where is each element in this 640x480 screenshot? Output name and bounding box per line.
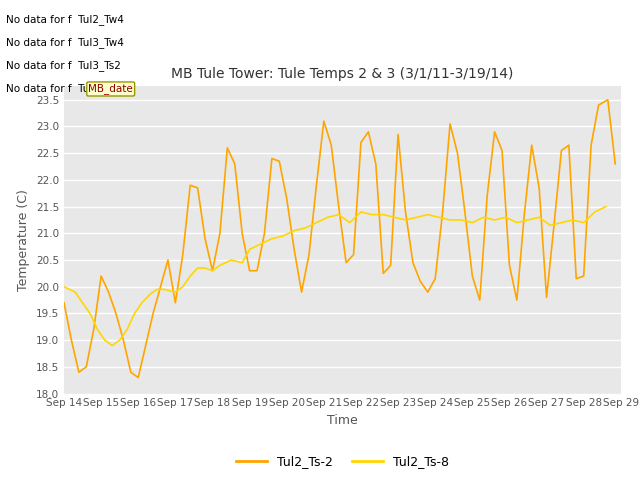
Text: No data for f  Tul3_: No data for f Tul3_ [6,84,105,95]
Tul2_Ts-8 [402,217,410,223]
Tul2_Ts-8 [108,343,116,348]
Title: MB Tule Tower: Tule Temps 2 & 3 (3/1/11-3/19/14): MB Tule Tower: Tule Temps 2 & 3 (3/1/11-… [172,67,513,81]
Tul2_Ts-8 [468,220,476,226]
Line: Tul2_Ts-8: Tul2_Ts-8 [64,206,606,346]
Tul2_Ts-8 [71,289,79,295]
Tul2_Ts-8 [380,212,387,217]
Tul2_Ts-2 [483,193,491,199]
Text: No data for f  Tul2_Tw4: No data for f Tul2_Tw4 [6,14,124,25]
Tul2_Ts-8 [227,257,235,263]
Tul2_Ts-2 [498,148,506,154]
Tul2_Ts-2 [60,300,68,306]
Text: No data for f  Tul3_Ts2: No data for f Tul3_Ts2 [6,60,121,72]
Line: Tul2_Ts-2: Tul2_Ts-2 [64,100,615,378]
X-axis label: Time: Time [327,414,358,427]
Y-axis label: Temperature (C): Temperature (C) [17,189,30,291]
Tul2_Ts-8 [346,220,354,226]
Text: MB_date: MB_date [88,84,133,95]
Legend: Tul2_Ts-2, Tul2_Ts-8: Tul2_Ts-2, Tul2_Ts-8 [231,450,454,473]
Tul2_Ts-2 [557,148,565,154]
Tul2_Ts-2 [506,263,513,268]
Tul2_Ts-2 [105,289,113,295]
Tul2_Ts-2 [134,375,142,381]
Tul2_Ts-8 [602,204,610,209]
Tul2_Ts-2 [604,97,612,103]
Tul2_Ts-8 [60,284,68,289]
Tul2_Ts-2 [611,161,619,167]
Text: No data for f  Tul3_Tw4: No data for f Tul3_Tw4 [6,37,124,48]
Tul2_Ts-2 [520,212,528,217]
